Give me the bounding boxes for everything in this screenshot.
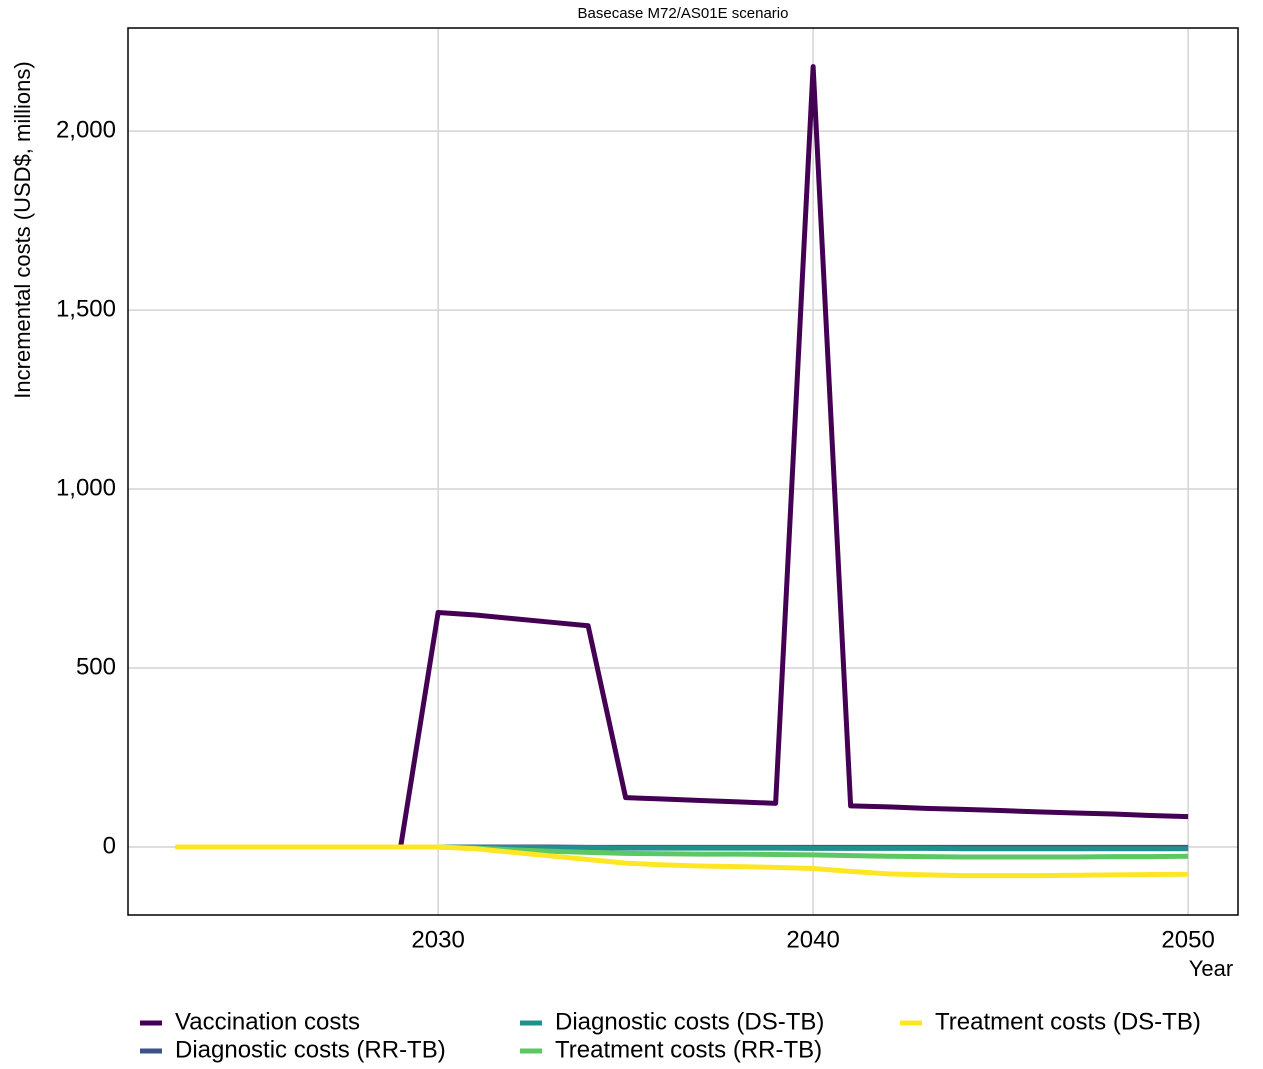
x-tick-label: 2040	[786, 926, 839, 953]
series-line	[175, 844, 1189, 879]
x-axis-label: Year	[1189, 956, 1233, 981]
legend-label: Treatment costs (DS-TB)	[935, 1008, 1201, 1035]
plot-frame	[127, 27, 1239, 916]
legend-label: Vaccination costs	[175, 1008, 360, 1035]
x-tick-label: 2030	[411, 926, 464, 953]
y-tick-label: 0	[103, 832, 116, 859]
y-tick-label: 1,500	[56, 295, 116, 322]
y-tick-label: 2,000	[56, 116, 116, 143]
y-tick-label: 1,000	[56, 474, 116, 501]
chart-title: Basecase M72/AS01E scenario	[578, 5, 789, 22]
x-tick-label: 2050	[1161, 926, 1214, 953]
legend-label: Treatment costs (RR-TB)	[555, 1036, 822, 1063]
legend-label: Diagnostic costs (RR-TB)	[175, 1036, 446, 1063]
y-tick-label: 500	[76, 653, 116, 680]
legend-label: Diagnostic costs (DS-TB)	[555, 1008, 824, 1035]
y-axis-label: Incremental costs (USD$, millions)	[10, 61, 35, 398]
series-line	[175, 64, 1189, 850]
